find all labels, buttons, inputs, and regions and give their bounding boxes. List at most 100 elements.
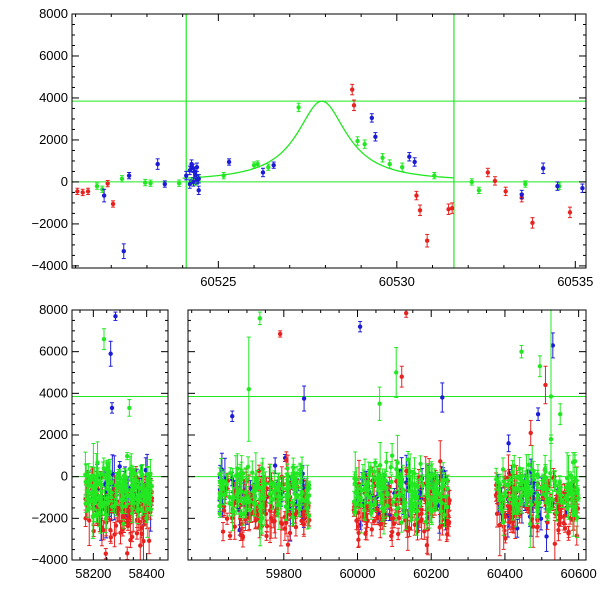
data-point xyxy=(389,516,395,521)
data-point xyxy=(437,525,442,530)
point-blue xyxy=(196,185,201,196)
data-point xyxy=(266,165,271,170)
data-point xyxy=(91,528,96,534)
data-point xyxy=(88,475,93,481)
data-point xyxy=(449,205,455,211)
point-red xyxy=(557,508,563,523)
data-point xyxy=(121,249,126,254)
data-point xyxy=(251,162,257,168)
data-point xyxy=(557,513,563,518)
data-point xyxy=(369,115,375,121)
data-point xyxy=(109,495,114,500)
point-blue xyxy=(155,158,160,170)
data-point xyxy=(544,534,549,539)
data-point xyxy=(285,542,291,547)
point-green xyxy=(99,480,104,503)
data-point xyxy=(121,521,126,527)
point-red xyxy=(134,526,140,540)
data-point xyxy=(124,488,130,493)
data-point xyxy=(100,472,106,477)
data-point xyxy=(229,515,235,521)
data-point xyxy=(192,172,198,177)
point-green xyxy=(142,494,147,503)
point-red xyxy=(105,179,110,188)
point-blue xyxy=(101,188,107,203)
data-point xyxy=(129,494,135,500)
data-point xyxy=(102,500,107,505)
data-point xyxy=(127,405,132,411)
data-point xyxy=(554,496,559,502)
data-point xyxy=(122,472,127,478)
data-point xyxy=(444,520,449,526)
point-blue xyxy=(109,402,115,414)
point-green xyxy=(85,501,90,518)
point-green xyxy=(296,102,301,113)
data-point xyxy=(103,516,108,522)
series-red xyxy=(75,83,573,248)
data-point xyxy=(142,496,147,501)
data-point xyxy=(83,501,88,506)
data-point xyxy=(145,479,150,484)
data-point xyxy=(540,166,546,171)
point-red xyxy=(75,187,80,196)
data-point xyxy=(272,518,277,524)
data-point xyxy=(184,173,189,178)
point-blue xyxy=(260,167,266,178)
data-point xyxy=(94,183,100,189)
data-point xyxy=(146,538,152,543)
point-blue xyxy=(187,179,192,189)
point-green xyxy=(127,399,132,417)
data-point xyxy=(101,193,107,198)
data-point xyxy=(121,485,126,491)
data-point xyxy=(260,170,266,175)
point-red xyxy=(529,514,535,524)
point-red xyxy=(530,217,535,229)
point-red xyxy=(449,202,455,214)
point-blue xyxy=(540,162,546,175)
point-green xyxy=(523,180,528,188)
point-blue xyxy=(121,243,126,260)
point-red xyxy=(101,520,106,541)
data-point xyxy=(417,208,423,213)
data-point xyxy=(362,141,367,147)
point-green xyxy=(362,139,367,149)
data-point xyxy=(432,173,437,178)
point-blue xyxy=(369,113,375,123)
data-point xyxy=(101,336,107,342)
data-point xyxy=(301,522,306,527)
point-blue xyxy=(192,169,198,180)
top-panel-light-curve-zoom: 60525 60530 60535 −4000 −2000 0 2000 4000 6000 80… xyxy=(31,6,593,289)
data-point xyxy=(387,161,392,167)
point-blue xyxy=(126,171,132,180)
point-green xyxy=(399,162,405,172)
data-point xyxy=(355,138,360,144)
top-y-tick-label: 2000 xyxy=(39,132,68,147)
top-y-tick-label: 0 xyxy=(61,174,68,189)
point-red xyxy=(389,508,395,529)
point-green xyxy=(147,499,152,509)
data-point xyxy=(369,527,375,532)
top-x-tick-label: 60525 xyxy=(200,274,236,289)
data-point xyxy=(119,176,125,181)
data-point xyxy=(476,188,482,193)
point-blue xyxy=(162,180,168,188)
data-point xyxy=(128,537,133,543)
data-point xyxy=(293,524,299,530)
data-point xyxy=(494,511,500,517)
point-red xyxy=(80,188,85,197)
bottom-x-tick-label: 58400 xyxy=(129,566,165,581)
point-red xyxy=(281,476,286,492)
point-green xyxy=(113,489,119,517)
point-red xyxy=(369,522,375,537)
point-green xyxy=(103,504,108,534)
data-point xyxy=(137,497,142,503)
point-green xyxy=(122,467,127,483)
point-blue xyxy=(226,158,232,166)
point-red xyxy=(356,531,361,549)
data-point xyxy=(255,161,260,167)
data-point xyxy=(422,529,427,534)
data-point xyxy=(530,524,536,529)
point-red xyxy=(485,167,491,178)
point-green xyxy=(469,178,474,186)
data-point xyxy=(268,515,274,521)
